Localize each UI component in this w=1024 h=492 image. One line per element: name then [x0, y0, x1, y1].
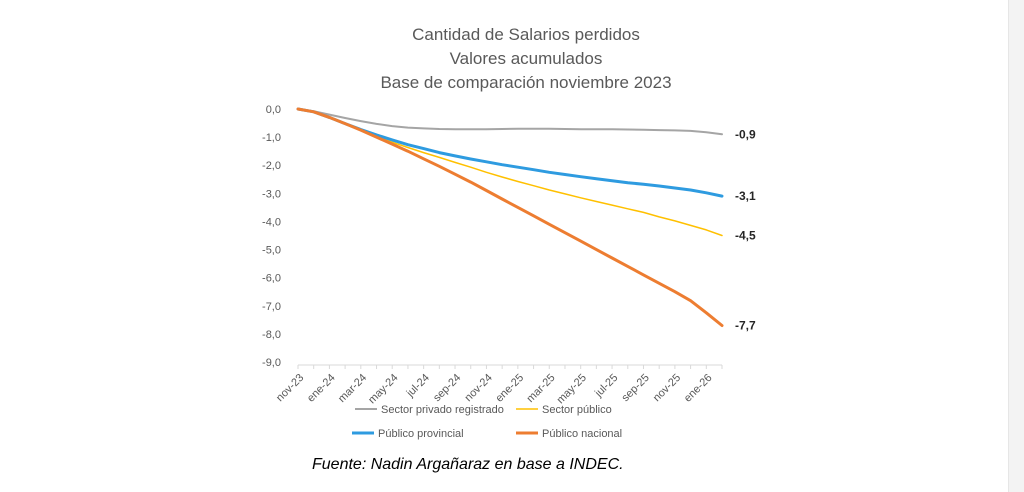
page-scrollbar[interactable] [1008, 0, 1024, 492]
end-label: -0,9 [735, 127, 756, 141]
y-tick-label: -1,0 [262, 132, 281, 144]
legend-entry: Público provincial [378, 428, 464, 440]
x-tick-label: sep-25 [620, 372, 652, 404]
source-note: Fuente: Nadin Argañaraz en base a INDEC. [312, 456, 624, 473]
legend-entry: Sector privado registrado [381, 404, 504, 416]
x-tick-label: jul-25 [592, 372, 620, 400]
x-tick-label: mar-25 [524, 372, 557, 405]
x-tick-label: nov-23 [274, 372, 306, 404]
y-tick-label: -4,0 [262, 216, 281, 228]
x-tick-label: nov-25 [651, 372, 683, 404]
x-tick-label: ene-26 [682, 372, 715, 405]
x-tick-label: may-25 [555, 372, 589, 406]
x-tick-label: may-24 [366, 372, 400, 406]
y-tick-label: -8,0 [262, 329, 281, 341]
x-tick-label: nov-24 [463, 372, 495, 404]
end-labels: -0,9 -4,5 -3,1 -7,7 [735, 127, 756, 332]
end-label: -7,7 [735, 318, 756, 332]
chart-title-line: Base de comparación noviembre 2023 [380, 73, 671, 92]
y-tick-label: 0,0 [266, 104, 281, 116]
series-lines [296, 107, 724, 327]
line-chart: Cantidad de Salarios perdidos Valores acu… [262, 25, 756, 440]
chart-title-line: Valores acumulados [450, 49, 603, 68]
y-axis-ticks: 0,0 -1,0 -2,0 -3,0 -4,0 -5,0 -6,0 -7,0 -8,0 -9,0 [262, 104, 281, 369]
end-label: -4,5 [735, 229, 756, 243]
y-tick-label: -9,0 [262, 357, 281, 369]
x-tick-label: mar-24 [336, 372, 369, 405]
legend: Sector privado registrado Sector público P… [352, 404, 622, 440]
y-tick-label: -7,0 [262, 301, 281, 313]
y-tick-label: -3,0 [262, 188, 281, 200]
y-tick-label: -2,0 [262, 160, 281, 172]
y-tick-label: -6,0 [262, 273, 281, 285]
legend-entry: Público nacional [542, 428, 622, 440]
legend-entry: Sector público [542, 404, 612, 416]
x-tick-label: ene-24 [305, 372, 338, 405]
end-label: -3,1 [735, 189, 756, 203]
x-tick-label: ene-25 [493, 372, 526, 405]
series-line-público-nacional [296, 107, 724, 327]
chart-title-line: Cantidad de Salarios perdidos [412, 25, 640, 44]
chart-title: Cantidad de Salarios perdidos Valores acu… [380, 25, 671, 92]
series-line-sector-privado-registrado [297, 108, 723, 136]
x-tick-label: jul-24 [404, 372, 432, 400]
y-tick-label: -5,0 [262, 245, 281, 257]
x-tick-label: sep-24 [431, 372, 463, 404]
